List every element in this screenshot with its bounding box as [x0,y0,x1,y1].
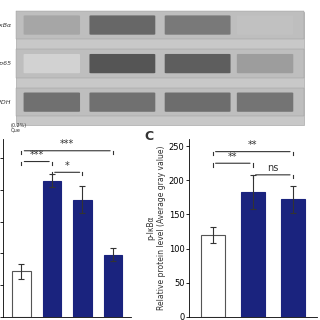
FancyBboxPatch shape [24,54,80,73]
Text: **: ** [228,152,237,162]
Text: **: ** [248,140,258,150]
Bar [12,271,31,317]
Text: -κB p65: -κB p65 [0,61,11,66]
FancyBboxPatch shape [24,92,80,112]
FancyBboxPatch shape [165,54,231,73]
Bar [201,235,225,317]
Bar [281,199,305,317]
Text: Que: Que [11,127,21,132]
Bar [43,180,61,317]
FancyBboxPatch shape [237,92,293,112]
Text: ***: *** [29,150,44,160]
Bar [104,255,122,317]
Text: (0.2%): (0.2%) [11,124,27,128]
Text: ***: *** [60,140,74,149]
FancyBboxPatch shape [165,92,231,112]
Text: p-IκBα: p-IκBα [0,22,11,28]
FancyBboxPatch shape [24,15,80,35]
Text: *: * [65,161,69,171]
FancyBboxPatch shape [16,12,304,125]
FancyBboxPatch shape [16,11,304,39]
Bar [241,192,265,317]
FancyBboxPatch shape [165,15,231,35]
Text: ns: ns [267,164,278,173]
FancyBboxPatch shape [237,15,293,35]
Bar [73,200,92,317]
FancyBboxPatch shape [16,88,304,116]
FancyBboxPatch shape [90,54,155,73]
Y-axis label: p-IκBα
Relative protein level (Average gray value): p-IκBα Relative protein level (Average g… [147,146,166,310]
FancyBboxPatch shape [90,15,155,35]
Text: GAPDH: GAPDH [0,100,11,105]
FancyBboxPatch shape [90,92,155,112]
FancyBboxPatch shape [237,54,293,73]
FancyBboxPatch shape [16,50,304,78]
Text: C: C [144,131,153,143]
